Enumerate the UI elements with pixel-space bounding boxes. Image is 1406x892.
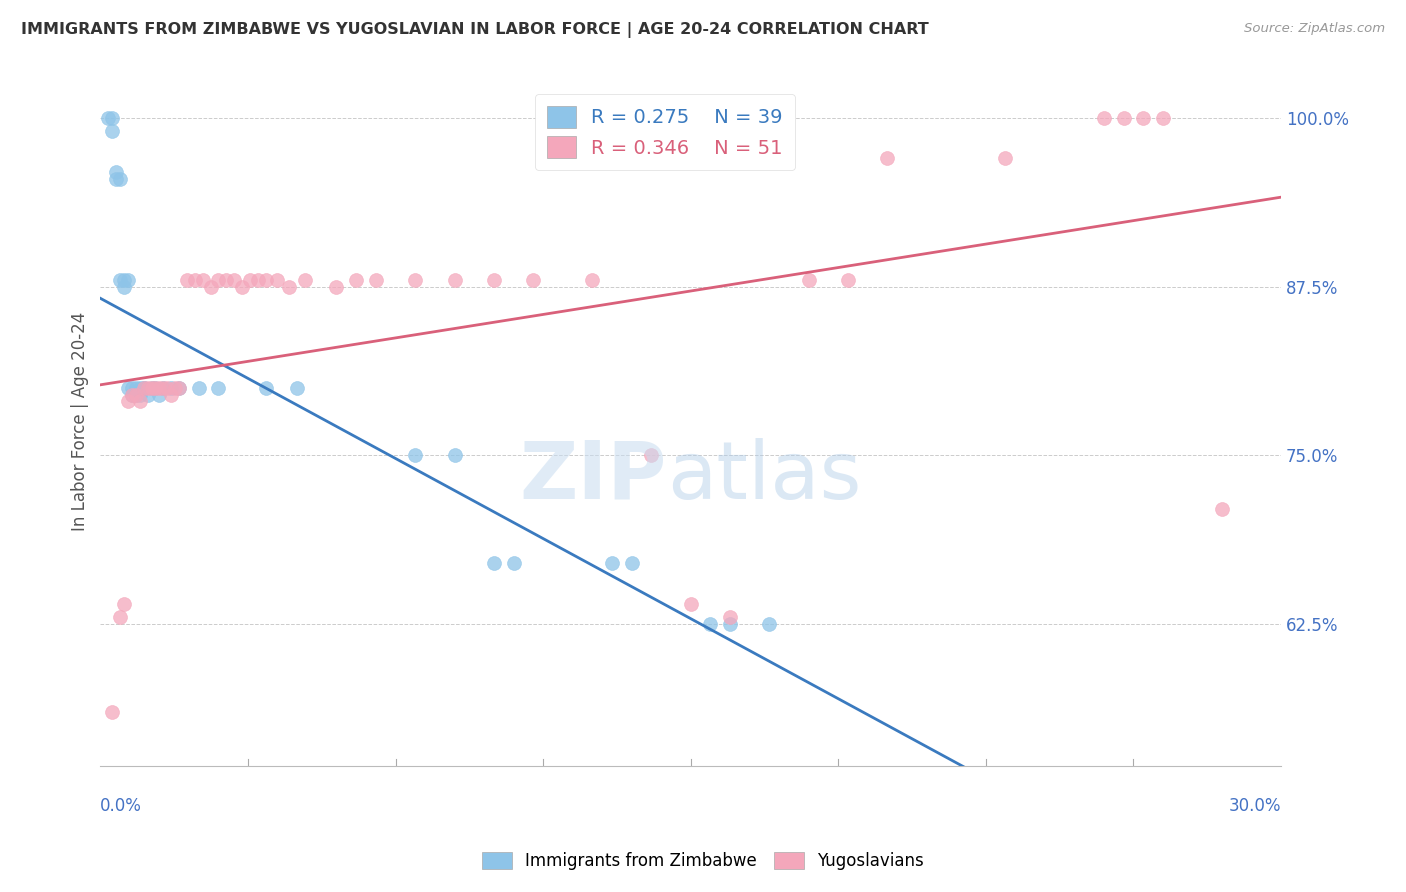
Point [167, 381, 190, 395]
Text: ZIP: ZIP [520, 438, 666, 516]
Point [125, 381, 148, 395]
Point [254, 381, 277, 395]
Point [1092, 111, 1115, 125]
Point [125, 388, 148, 402]
Point [215, 273, 238, 287]
Point [200, 279, 222, 293]
Point [239, 273, 262, 287]
Y-axis label: In Labor Force | Age 20-24: In Labor Force | Age 20-24 [72, 312, 89, 532]
Point [620, 557, 643, 571]
Point [699, 617, 721, 632]
Point [117, 394, 139, 409]
Point [112, 597, 135, 611]
Point [231, 279, 253, 293]
Point [176, 273, 198, 287]
Point [191, 273, 214, 287]
Point [184, 273, 207, 287]
Point [128, 388, 150, 402]
Point [117, 381, 139, 395]
Point [112, 279, 135, 293]
Point [325, 279, 347, 293]
Point [101, 705, 124, 719]
Point [364, 273, 387, 287]
Text: 0.0%: 0.0% [100, 797, 142, 814]
Point [679, 597, 702, 611]
Point [876, 152, 898, 166]
Point [1152, 111, 1174, 125]
Text: atlas: atlas [666, 438, 862, 516]
Point [108, 171, 131, 186]
Point [165, 381, 187, 395]
Point [640, 449, 662, 463]
Point [97, 111, 120, 125]
Point [121, 381, 143, 395]
Point [128, 381, 150, 395]
Text: Source: ZipAtlas.com: Source: ZipAtlas.com [1244, 22, 1385, 36]
Point [112, 273, 135, 287]
Point [285, 381, 308, 395]
Point [797, 273, 820, 287]
Point [148, 388, 170, 402]
Point [266, 273, 288, 287]
Point [160, 388, 183, 402]
Point [254, 273, 277, 287]
Point [443, 273, 465, 287]
Point [482, 273, 505, 287]
Point [108, 610, 131, 624]
Point [101, 111, 124, 125]
Point [167, 381, 190, 395]
Point [994, 152, 1017, 166]
Point [145, 381, 167, 395]
Text: 30.0%: 30.0% [1229, 797, 1281, 814]
Point [1211, 502, 1233, 516]
Point [128, 394, 150, 409]
Point [125, 388, 148, 402]
Point [141, 381, 163, 395]
Point [105, 165, 128, 179]
Point [121, 388, 143, 402]
Point [101, 124, 124, 138]
Point [404, 449, 426, 463]
Point [758, 617, 780, 632]
Point [148, 381, 170, 395]
Point [837, 273, 859, 287]
Point [132, 381, 155, 395]
Point [207, 273, 229, 287]
Point [136, 388, 159, 402]
Point [152, 381, 174, 395]
Point [502, 557, 524, 571]
Point [278, 279, 301, 293]
Point [152, 381, 174, 395]
Point [581, 273, 603, 287]
Point [141, 381, 163, 395]
Point [105, 171, 128, 186]
Legend: Immigrants from Zimbabwe, Yugoslavians: Immigrants from Zimbabwe, Yugoslavians [475, 845, 931, 877]
Point [246, 273, 269, 287]
Point [1132, 111, 1154, 125]
Point [121, 388, 143, 402]
Point [1112, 111, 1135, 125]
Point [108, 273, 131, 287]
Legend: R = 0.275    N = 39, R = 0.346    N = 51: R = 0.275 N = 39, R = 0.346 N = 51 [536, 94, 794, 170]
Point [156, 381, 179, 395]
Text: IMMIGRANTS FROM ZIMBABWE VS YUGOSLAVIAN IN LABOR FORCE | AGE 20-24 CORRELATION C: IMMIGRANTS FROM ZIMBABWE VS YUGOSLAVIAN … [21, 22, 929, 38]
Point [404, 273, 426, 287]
Point [522, 273, 544, 287]
Point [160, 381, 183, 395]
Point [344, 273, 367, 287]
Point [482, 557, 505, 571]
Point [718, 617, 741, 632]
Point [224, 273, 246, 287]
Point [600, 557, 623, 571]
Point [132, 381, 155, 395]
Point [443, 449, 465, 463]
Point [294, 273, 316, 287]
Point [718, 610, 741, 624]
Point [207, 381, 229, 395]
Point [145, 381, 167, 395]
Point [117, 273, 139, 287]
Point [132, 381, 155, 395]
Point [136, 381, 159, 395]
Point [187, 381, 209, 395]
